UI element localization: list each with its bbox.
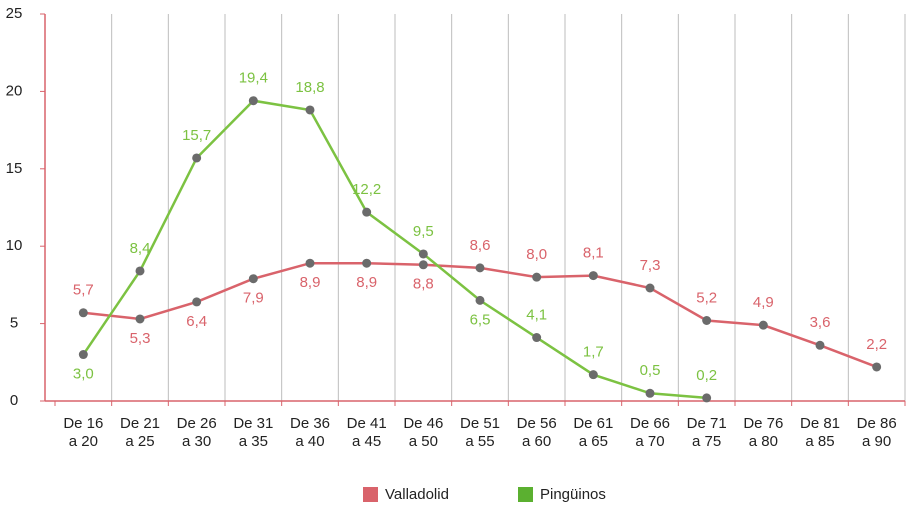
data-point (192, 153, 202, 163)
data-point (872, 362, 882, 372)
y-tick-label: 25 (6, 5, 23, 22)
data-label: 5,3 (130, 330, 151, 347)
data-point (135, 266, 145, 276)
data-point (645, 283, 655, 293)
data-label: 4,9 (753, 294, 774, 311)
data-point (418, 249, 428, 259)
data-point (248, 274, 258, 284)
data-label: 9,5 (413, 223, 434, 240)
series-line (82, 99, 707, 400)
data-label: 7,3 (640, 257, 661, 274)
data-label: 8,4 (130, 240, 151, 257)
y-tick-label: 20 (6, 82, 23, 99)
x-tick-label: De 21 a 25 (119, 415, 161, 450)
data-point (532, 272, 542, 282)
data-point (78, 308, 88, 318)
data-point (418, 260, 428, 270)
legend-label: Pingüinos (540, 486, 606, 503)
data-label: 19,4 (239, 70, 268, 87)
x-tick-label: De 61 a 65 (573, 415, 614, 450)
y-tick-label: 15 (6, 160, 23, 177)
data-label: 6,4 (186, 313, 207, 330)
x-tick-label: De 31 a 35 (233, 415, 274, 450)
data-label: 8,9 (300, 274, 321, 291)
data-label: 2,2 (866, 336, 887, 353)
data-label: 1,7 (583, 344, 604, 361)
x-tick-label: De 76 a 80 (743, 415, 784, 450)
data-point (362, 207, 372, 217)
data-point (702, 393, 712, 403)
x-tick-label: De 26 a 30 (176, 415, 217, 450)
y-tick-label: 0 (10, 392, 18, 409)
legend-swatch (518, 487, 533, 502)
data-point (475, 295, 485, 305)
x-tick-label: De 16 a 20 (63, 415, 104, 450)
data-label: 8,9 (356, 274, 377, 291)
x-tick-label: De 86 a 90 (856, 415, 897, 450)
data-label: 12,2 (352, 181, 381, 198)
data-label: 0,2 (696, 367, 717, 384)
data-point (815, 340, 825, 350)
y-tick-label: 5 (10, 315, 18, 332)
data-point (645, 388, 655, 398)
data-point (588, 271, 598, 281)
data-point (78, 350, 88, 360)
x-tick-label: De 66 a 70 (629, 415, 671, 450)
data-label: 8,1 (583, 245, 604, 262)
data-label: 8,0 (526, 246, 547, 263)
x-tick-label: De 81 a 85 (799, 415, 841, 450)
y-tick-label: 10 (6, 237, 23, 254)
x-tick-label: De 56 a 60 (516, 415, 557, 450)
data-label: 3,0 (73, 366, 94, 383)
data-point (758, 320, 768, 330)
data-point (702, 316, 712, 326)
data-label: 8,6 (470, 237, 491, 254)
data-point (588, 370, 598, 380)
legend-label: Valladolid (385, 486, 449, 503)
data-label: 3,6 (810, 314, 831, 331)
data-point (192, 297, 202, 307)
x-tick-label: De 41 a 45 (346, 415, 387, 450)
data-label: 5,2 (696, 289, 717, 306)
data-label: 4,1 (526, 307, 547, 324)
data-label: 8,8 (413, 276, 434, 293)
data-point (305, 258, 315, 268)
x-tick-label: De 51 a 55 (459, 415, 501, 450)
data-point (248, 96, 258, 106)
data-label: 5,7 (73, 282, 94, 299)
data-label: 7,9 (243, 290, 264, 307)
data-label: 15,7 (182, 127, 211, 144)
x-tick-label: De 71 a 75 (686, 415, 727, 450)
data-point (135, 314, 145, 324)
data-point (305, 105, 315, 115)
x-tick-label: De 46 a 50 (403, 415, 444, 450)
legend-swatch (363, 487, 378, 502)
data-point (362, 258, 372, 268)
x-tick-label: De 36 a 40 (289, 415, 331, 450)
data-point (475, 263, 485, 273)
data-label: 0,5 (640, 362, 661, 379)
data-point (532, 333, 542, 343)
data-label: 18,8 (295, 79, 324, 96)
data-label: 6,5 (470, 311, 491, 328)
